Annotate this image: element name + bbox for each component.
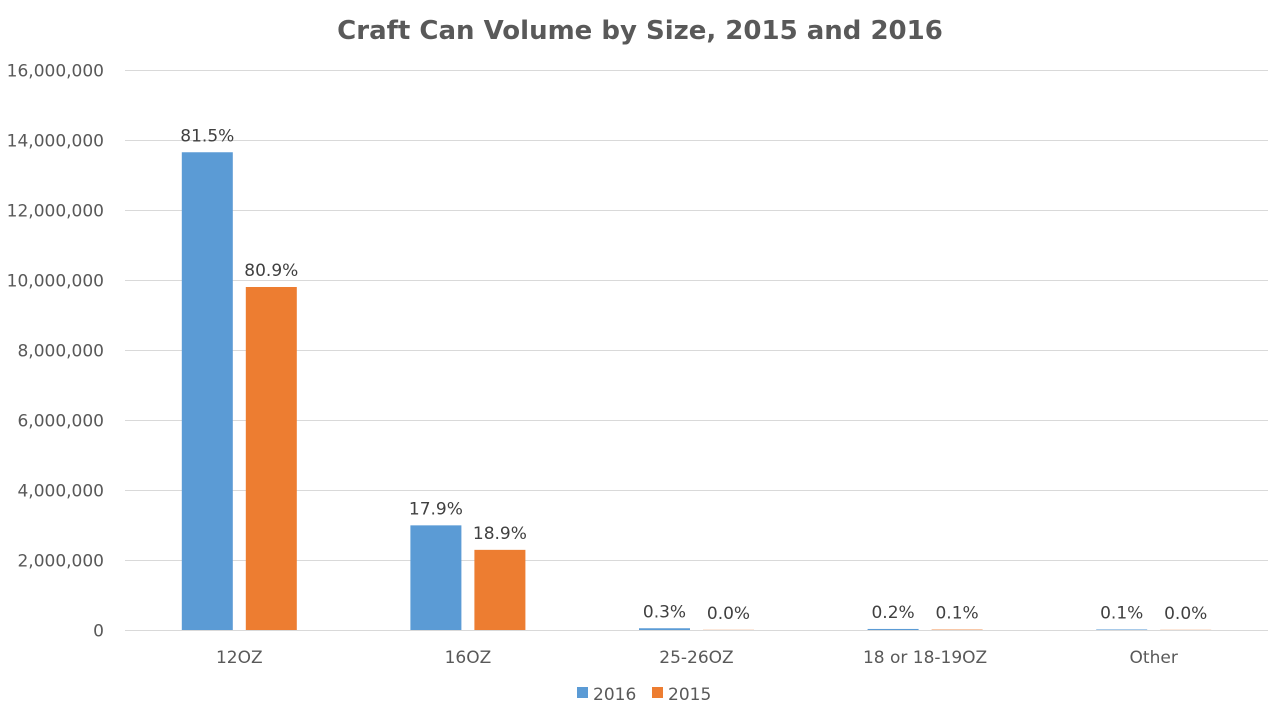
legend-swatch-2015 — [652, 687, 663, 698]
y-tick-label: 6,000,000 — [17, 412, 104, 432]
y-tick-label: 2,000,000 — [17, 552, 104, 572]
bars — [181, 152, 1212, 630]
data-label: 17.9% — [409, 499, 463, 519]
y-tick-label: 16,000,000 — [7, 62, 104, 82]
bar-2016-16oz — [410, 525, 462, 630]
gridlines — [125, 70, 1268, 631]
chart-title: Craft Can Volume by Size, 2015 and 2016 — [337, 16, 943, 46]
y-tick-label: 14,000,000 — [7, 132, 104, 152]
bar-2015-12oz — [245, 287, 297, 630]
y-tick-label: 12,000,000 — [7, 202, 104, 222]
y-tick-label: 8,000,000 — [17, 342, 104, 362]
bar-2016-other — [1096, 629, 1148, 630]
x-tick-label: 25-26OZ — [659, 648, 733, 668]
data-label: 0.1% — [935, 604, 978, 624]
y-tick-label: 10,000,000 — [7, 272, 104, 292]
legend-swatch-2016 — [577, 687, 588, 698]
bar-2016-25-26oz — [639, 628, 690, 630]
data-label: 0.0% — [1164, 604, 1207, 624]
data-label: 81.5% — [180, 126, 234, 146]
data-labels: 81.5% 80.9% 17.9% 18.9% 0.3% 0.0% 0.2% 0.1% 0.1%… — [180, 126, 1207, 624]
y-tick-label: 0 — [93, 622, 104, 642]
data-label: 80.9% — [244, 261, 298, 281]
x-tick-label: 18 or 18-19OZ — [863, 648, 987, 668]
data-label: 0.0% — [707, 604, 750, 624]
y-axis-ticks: 0 2,000,000 4,000,000 6,000,000 8,000,000 10,… — [7, 62, 104, 642]
x-tick-label: 12OZ — [216, 648, 263, 668]
legend-label: 2015 — [668, 685, 711, 705]
y-tick-label: 4,000,000 — [17, 482, 104, 502]
legend: 2016 2015 — [577, 685, 711, 705]
data-label: 0.1% — [1100, 603, 1143, 623]
x-tick-label: Other — [1130, 648, 1178, 668]
data-label: 0.2% — [871, 603, 914, 623]
bar-2016-18-or-18-19oz — [867, 628, 919, 630]
x-axis-ticks: 12OZ 16OZ 25-26OZ 18 or 18-19OZ Other — [216, 648, 1178, 668]
x-tick-label: 16OZ — [445, 648, 492, 668]
data-label: 18.9% — [473, 524, 527, 544]
data-label: 0.3% — [643, 602, 686, 622]
bar-2016-12oz — [181, 152, 233, 630]
legend-label: 2016 — [593, 685, 636, 705]
bar-2015-16oz — [474, 549, 526, 630]
